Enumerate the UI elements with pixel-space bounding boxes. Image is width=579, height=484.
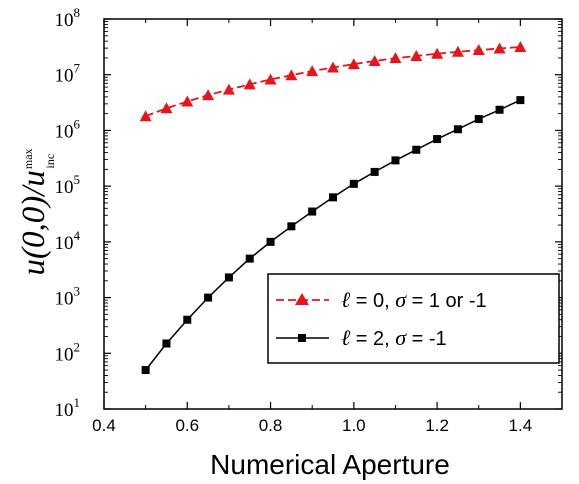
data-point-triangle [368, 55, 381, 67]
y-tick-label: 101 [55, 395, 81, 421]
data-point-triangle [306, 65, 319, 77]
data-point-triangle [410, 49, 423, 61]
data-point-triangle [472, 44, 485, 56]
y-tick-exponent: 3 [74, 284, 81, 299]
legend-ell-red: ℓ [341, 287, 351, 312]
legend-tail-black: = -1 [406, 328, 447, 350]
data-point-triangle [389, 52, 402, 64]
y-tick-exponent: 7 [74, 61, 81, 76]
data-point-square [433, 135, 442, 144]
x-tick-label: 1.2 [425, 416, 449, 435]
y-tick-base: 10 [55, 10, 74, 31]
x-tick-label: 0.6 [175, 416, 199, 435]
data-point-triangle [285, 69, 298, 81]
svg-text:ℓ = 0, σ = 1 or -1: ℓ = 0, σ = 1 or -1 [341, 287, 487, 312]
x-tick-label: 1.0 [342, 416, 366, 435]
data-point-square [183, 315, 192, 324]
plot-frame [103, 18, 563, 410]
y-tick-exponent: 6 [74, 116, 81, 131]
series-line-0 [145, 46, 521, 118]
y-axis-label-sub: inc [43, 154, 57, 169]
legend-tail-red: = 1 or -1 [406, 290, 487, 312]
x-tick-label: 0.4 [92, 416, 116, 435]
y-tick-base: 10 [55, 344, 74, 365]
x-tick-label: 1.4 [509, 416, 533, 435]
x-axis-label: Numerical Aperture [210, 449, 450, 480]
legend-sigma-red: σ [395, 287, 407, 312]
y-tick-label: 106 [55, 116, 81, 142]
data-point-triangle [493, 42, 506, 54]
y-tick-label: 102 [55, 339, 81, 365]
y-tick-label: 103 [55, 284, 81, 310]
data-point-square [162, 339, 171, 348]
data-point-triangle [431, 47, 444, 59]
y-tick-exponent: 8 [74, 5, 81, 20]
y-axis-label-sup: max [21, 148, 35, 169]
y-tick-label: 105 [55, 172, 81, 198]
data-point-square [224, 273, 233, 282]
y-tick-base: 10 [55, 400, 74, 421]
y-tick-label: 108 [55, 5, 81, 31]
y-axis-label-main: u(0,0)/u [16, 170, 52, 275]
data-point-triangle [243, 78, 256, 90]
data-point-square [474, 115, 483, 124]
legend-entry-black: ℓ = 2, σ = -1 [276, 325, 447, 350]
y-tick-base: 10 [55, 121, 74, 142]
legend-mid-red: = 0, [350, 290, 395, 312]
y-tick-exponent: 5 [74, 172, 81, 187]
legend-marker-red [295, 293, 309, 305]
legend-mid-black: = 2, [350, 328, 395, 350]
legend-box [267, 273, 560, 364]
data-point-square [412, 145, 421, 154]
data-point-triangle [139, 110, 152, 122]
data-point-triangle [202, 89, 215, 101]
y-tick-label: 107 [55, 61, 81, 87]
data-point-square [141, 366, 150, 375]
data-point-square [453, 125, 462, 134]
data-point-square [516, 96, 525, 105]
legend-entry-red: ℓ = 0, σ = 1 or -1 [276, 287, 487, 312]
y-tick-base: 10 [55, 177, 74, 198]
y-tick-exponent: 4 [74, 228, 81, 243]
x-tick-label: 0.8 [259, 416, 283, 435]
data-point-triangle [160, 102, 173, 114]
y-tick-base: 10 [55, 289, 74, 310]
svg-text:ℓ = 2, σ = -1: ℓ = 2, σ = -1 [341, 325, 447, 350]
data-point-square [329, 193, 337, 202]
y-tick-base: 10 [55, 233, 74, 254]
y-tick-label: 104 [55, 228, 81, 254]
data-point-square [308, 207, 317, 216]
legend: ℓ = 0, σ = 1 or -1 ℓ = 2, σ = -1 [267, 273, 560, 364]
data-point-triangle [222, 83, 235, 95]
data-point-triangle [327, 61, 339, 73]
y-tick-base: 10 [55, 66, 74, 87]
data-point-square [495, 105, 504, 114]
data-point-triangle [181, 95, 194, 107]
data-point-square [204, 293, 213, 302]
legend-ell-black: ℓ [341, 325, 351, 350]
data-point-triangle [264, 73, 277, 85]
data-point-square [245, 254, 254, 263]
data-point-triangle [514, 40, 527, 52]
data-point-square [349, 179, 358, 188]
data-point-square [266, 237, 275, 246]
legend-sigma-black: σ [395, 325, 407, 350]
data-point-square [391, 156, 400, 165]
data-point-square [370, 167, 379, 176]
y-tick-exponent: 2 [74, 339, 81, 354]
data-point-triangle [451, 45, 464, 57]
y-axis-label: u(0,0)/umax inc [16, 148, 57, 275]
y-tick-exponent: 1 [74, 395, 81, 410]
data-point-square [287, 222, 296, 231]
legend-marker-black [298, 334, 306, 342]
data-point-triangle [347, 58, 360, 70]
